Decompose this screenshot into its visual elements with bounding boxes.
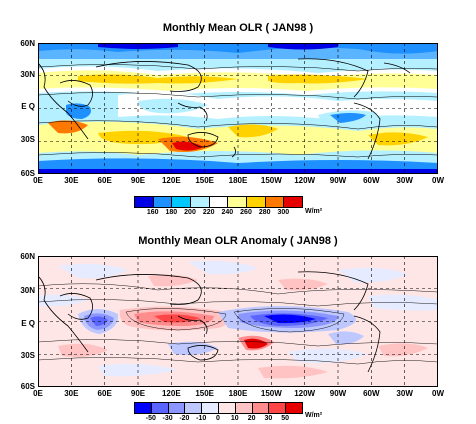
colorbar-swatch [251,402,269,414]
lon-label: 60W [363,176,380,185]
lon-label: 90E [130,176,146,185]
colorbar-swatch [283,196,303,208]
lon-label: 0W [432,389,444,398]
olr-map [38,43,438,174]
lat-label: 60S [20,169,35,178]
lon-label: 120W [294,389,316,398]
colorbar-label: 20 [247,415,256,422]
colorbar-swatch [245,196,265,208]
lon-label: 60E [97,389,112,398]
colorbar-swatch [234,402,252,414]
lat-label: 60S [20,382,35,391]
colorbar-label: -50 [145,415,156,422]
olr-anomaly-map [38,256,438,387]
map-title-olr-anomaly: Monthly Mean OLR Anomaly ( JAN98 ) [138,235,338,247]
lon-label: 30W [396,389,413,398]
olr-anomaly-colorbar [134,402,303,414]
colorbar-swatch [134,196,153,208]
lat-label: 30N [20,70,35,79]
colorbar-label: 300 [277,209,290,216]
colorbar-label: 280 [258,209,271,216]
colorbar-swatch [167,402,185,414]
colorbar-swatch [189,196,209,208]
lon-label: 0E [33,389,43,398]
lon-label: 150W [260,389,282,398]
lon-label: 90E [130,389,146,398]
lon-label: 120W [294,176,316,185]
lon-label: 120E [161,176,181,185]
lat-label: 30S [20,351,35,360]
colorbar-swatch [227,196,246,208]
lon-label: 150E [195,389,214,398]
lon-label: 60W [363,389,380,398]
colorbar-label: -10 [196,415,207,422]
lat-label: 30S [20,135,35,144]
colorbar-swatch [217,402,235,414]
colorbar-swatch [134,402,151,414]
colorbar-label: 30 [264,415,273,422]
lon-label: 0W [432,176,444,185]
lon-label: 90W [329,176,347,185]
colorbar-swatch [184,402,202,414]
colorbar-swatch [285,402,303,414]
colorbar-label: 220 [202,209,215,216]
colorbar-label: 160 [146,209,159,216]
colorbar-label: 260 [240,209,252,216]
colorbar-label: 50 [281,415,290,422]
lat-label: E Q [21,319,35,328]
colorbar-swatch [171,196,190,208]
lat-label: 60N [20,252,35,261]
colorbar-unit: W/m² [305,208,323,215]
colorbar-label: 180 [165,209,178,216]
lon-label: 150W [260,176,282,185]
lat-label: 30N [20,286,35,295]
olr-colorbar [134,196,303,208]
lon-label: 30W [396,176,413,185]
lon-label: 150E [195,176,214,185]
lon-label: 60E [97,176,112,185]
lon-label: 180E [228,389,248,398]
colorbar-swatch [150,402,168,414]
lon-label: 180E [228,176,248,185]
lon-label: 30E [64,389,79,398]
colorbar-label: 200 [184,209,196,216]
map-title-olr: Monthly Mean OLR ( JAN98 ) [162,22,314,34]
colorbar-swatch [208,196,228,208]
lat-label: 60N [20,39,35,48]
colorbar-label: 240 [221,209,234,216]
colorbar-label: 10 [230,415,239,422]
colorbar-swatch [264,196,284,208]
lon-label: 120E [161,389,181,398]
colorbar-swatch [268,402,286,414]
lon-label: 90W [329,389,347,398]
colorbar-label: -20 [179,415,190,422]
lat-label: E Q [21,102,35,111]
colorbar-swatch [152,196,172,208]
lon-label: 0E [33,176,43,185]
colorbar-unit: W/m² [305,412,323,419]
lon-label: 30E [64,176,79,185]
colorbar-swatch [201,402,218,414]
colorbar-label: -30 [162,415,173,422]
colorbar-label: 0 [216,415,220,422]
